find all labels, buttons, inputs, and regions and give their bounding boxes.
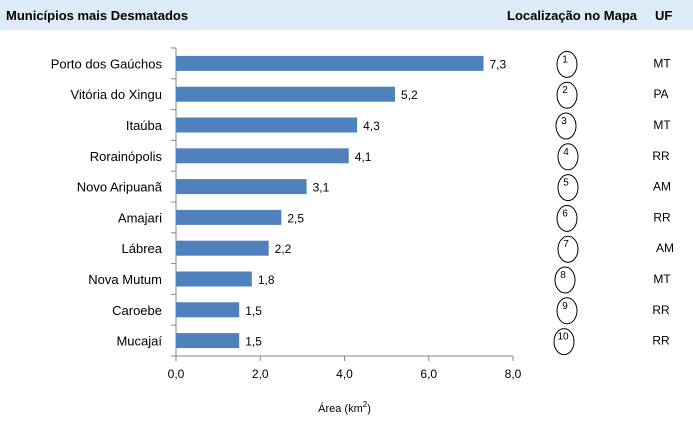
chart-title: Municípios mais Desmatados (6, 8, 189, 23)
category-label: Mucajaí (116, 334, 162, 349)
map-location-oval (556, 50, 578, 78)
bar (176, 86, 396, 102)
data-label: 4,1 (355, 150, 372, 164)
uf-label: RR (652, 303, 670, 317)
map-location-number: 6 (562, 208, 568, 219)
category-label: Lábrea (122, 241, 163, 256)
uf-label: AM (653, 180, 671, 194)
x-axis-label: Área (km2) (318, 400, 371, 415)
map-location-oval (557, 143, 579, 171)
x-tick-label: 2,0 (252, 367, 269, 381)
data-label: 2,5 (287, 211, 304, 225)
map-location-oval (556, 297, 578, 325)
data-label: 1,5 (245, 335, 262, 349)
bar (176, 55, 484, 71)
data-label: 1,5 (245, 304, 262, 318)
category-label: Porto dos Gaúchos (51, 56, 163, 71)
category-label: Itaúba (126, 118, 163, 133)
map-location-oval (557, 174, 579, 202)
uf-label: RR (653, 210, 671, 224)
map-location-number: 5 (563, 178, 569, 189)
map-location-number: 9 (562, 301, 568, 312)
map-location-oval (554, 266, 576, 294)
map-location-oval (557, 235, 579, 263)
map-location-number: 8 (560, 270, 566, 281)
category-label: Vitória do Xingu (70, 87, 162, 102)
bar (176, 209, 282, 225)
data-label: 7,3 (490, 57, 507, 71)
bar (176, 148, 349, 164)
bar (176, 117, 358, 133)
uf-label: MT (653, 118, 671, 132)
uf-column-header: UF (655, 8, 673, 23)
bar (176, 271, 252, 287)
data-label: 3,1 (313, 181, 330, 195)
data-label: 5,2 (401, 88, 418, 102)
location-column-header: Localização no Mapa (507, 8, 638, 23)
data-label: 4,3 (363, 119, 380, 133)
bar (176, 240, 269, 256)
category-label: Caroebe (112, 303, 162, 318)
uf-label: PA (653, 87, 668, 101)
data-label: 1,8 (258, 273, 275, 287)
data-label: 2,2 (275, 242, 292, 256)
map-location-oval (556, 204, 578, 232)
category-label: Nova Mutum (88, 272, 162, 287)
map-location-number: 3 (561, 116, 567, 127)
category-label: Rorainópolis (90, 149, 163, 164)
map-location-number: 7 (563, 239, 569, 250)
bar (176, 333, 240, 349)
bar (176, 302, 240, 318)
x-tick-label: 0,0 (168, 367, 185, 381)
map-location-oval (553, 328, 575, 356)
uf-label: AM (656, 241, 674, 255)
map-location-number: 10 (557, 332, 569, 343)
x-tick-label: 4,0 (336, 367, 353, 381)
header-bar: Municípios mais Desmatados Localização n… (0, 0, 693, 30)
map-location-number: 1 (562, 54, 568, 65)
category-label: Amajari (118, 210, 162, 225)
map-location-oval (556, 81, 578, 109)
uf-label: MT (653, 272, 671, 286)
bar (176, 179, 307, 195)
map-location-oval (555, 112, 577, 140)
map-location-number: 2 (562, 85, 568, 96)
uf-label: RR (652, 334, 670, 348)
x-tick-label: 8,0 (505, 367, 522, 381)
x-tick-label: 6,0 (420, 367, 437, 381)
category-label: Novo Aripuanã (77, 180, 163, 195)
uf-label: RR (652, 149, 670, 163)
map-location-number: 4 (563, 147, 569, 158)
uf-label: MT (653, 56, 671, 70)
